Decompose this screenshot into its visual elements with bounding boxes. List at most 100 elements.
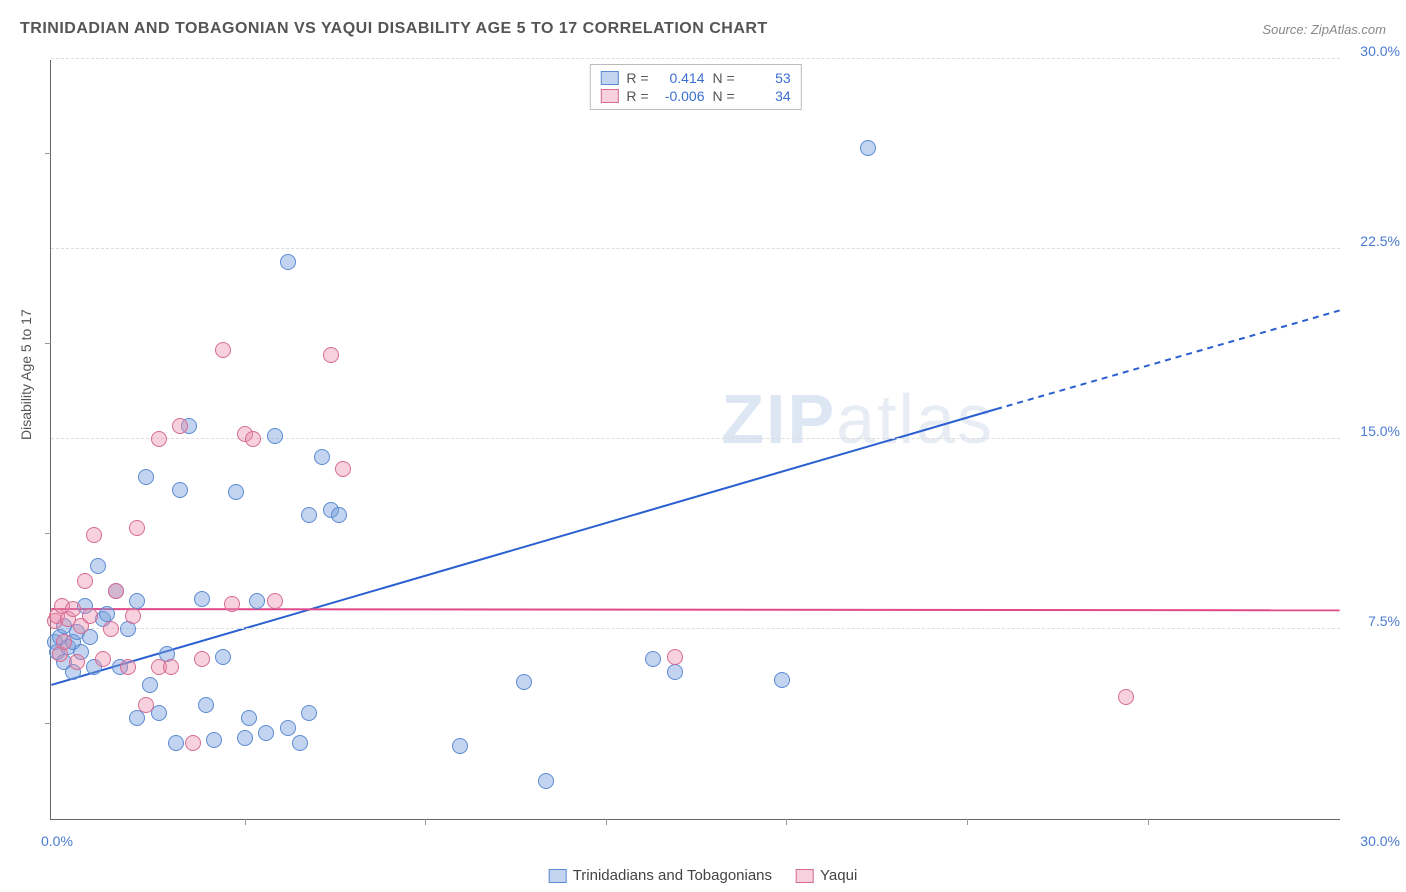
y-tick-label: 30.0% xyxy=(1345,43,1400,59)
scatter-point xyxy=(194,651,210,667)
scatter-point xyxy=(194,591,210,607)
scatter-point xyxy=(138,697,154,713)
scatter-point xyxy=(241,710,257,726)
scatter-point xyxy=(185,735,201,751)
stats-row-1: R = 0.414 N = 53 xyxy=(600,69,790,87)
scatter-point xyxy=(151,431,167,447)
scatter-point xyxy=(215,649,231,665)
scatter-point xyxy=(667,664,683,680)
scatter-point xyxy=(86,527,102,543)
source-value: ZipAtlas.com xyxy=(1311,22,1386,37)
y-axis-label: Disability Age 5 to 17 xyxy=(18,309,34,440)
legend-swatch-1 xyxy=(549,869,567,883)
scatter-point xyxy=(228,484,244,500)
chart-title: TRINIDADIAN AND TOBAGONIAN VS YAQUI DISA… xyxy=(20,20,768,38)
scatter-point xyxy=(103,621,119,637)
scatter-point xyxy=(323,347,339,363)
x-axis-label-left: 0.0% xyxy=(41,833,73,849)
x-tick xyxy=(425,819,426,825)
scatter-point xyxy=(301,705,317,721)
x-tick xyxy=(245,819,246,825)
y-tick-minor xyxy=(45,533,51,534)
y-tick-label: 22.5% xyxy=(1345,233,1400,249)
scatter-point xyxy=(138,469,154,485)
stats-row-2: R = -0.006 N = 34 xyxy=(600,87,790,105)
n-value-1: 53 xyxy=(743,70,791,86)
scatter-point xyxy=(645,651,661,667)
y-tick-label: 7.5% xyxy=(1345,613,1400,629)
scatter-point xyxy=(516,674,532,690)
scatter-point xyxy=(172,482,188,498)
y-tick-minor xyxy=(45,153,51,154)
gridline-h xyxy=(51,628,1340,629)
scatter-point xyxy=(206,732,222,748)
x-tick xyxy=(1148,819,1149,825)
gridline-h xyxy=(51,58,1340,59)
swatch-series-2 xyxy=(600,89,618,103)
scatter-point xyxy=(280,720,296,736)
scatter-point xyxy=(82,608,98,624)
scatter-point xyxy=(538,773,554,789)
scatter-point xyxy=(95,651,111,667)
r-label-2: R = xyxy=(626,88,648,104)
r-label-1: R = xyxy=(626,70,648,86)
scatter-point xyxy=(314,449,330,465)
scatter-point xyxy=(237,730,253,746)
plot-area: ZIPatlas R = 0.414 N = 53 R = -0.006 N =… xyxy=(50,60,1340,820)
scatter-point xyxy=(860,140,876,156)
scatter-point xyxy=(280,254,296,270)
x-tick xyxy=(786,819,787,825)
legend-item-1: Trinidadians and Tobagonians xyxy=(549,867,772,884)
legend-item-2: Yaqui xyxy=(796,867,857,884)
swatch-series-1 xyxy=(600,71,618,85)
scatter-point xyxy=(69,654,85,670)
scatter-point xyxy=(245,431,261,447)
r-value-1: 0.414 xyxy=(657,70,705,86)
n-label-2: N = xyxy=(713,88,735,104)
r-value-2: -0.006 xyxy=(657,88,705,104)
scatter-point xyxy=(129,520,145,536)
n-label-1: N = xyxy=(713,70,735,86)
legend-label-2: Yaqui xyxy=(820,867,857,884)
y-tick-label: 15.0% xyxy=(1345,423,1400,439)
legend-label-1: Trinidadians and Tobagonians xyxy=(573,867,772,884)
scatter-point xyxy=(168,735,184,751)
scatter-point xyxy=(331,507,347,523)
scatter-point xyxy=(56,634,72,650)
scatter-point xyxy=(108,583,124,599)
scatter-point xyxy=(258,725,274,741)
x-axis-label-right: 30.0% xyxy=(1360,833,1400,849)
scatter-point xyxy=(335,461,351,477)
scatter-point xyxy=(267,428,283,444)
x-tick xyxy=(967,819,968,825)
scatter-point xyxy=(301,507,317,523)
scatter-point xyxy=(120,659,136,675)
stats-box: R = 0.414 N = 53 R = -0.006 N = 34 xyxy=(589,64,801,110)
scatter-point xyxy=(667,649,683,665)
scatter-point xyxy=(249,593,265,609)
x-tick xyxy=(606,819,607,825)
scatter-point xyxy=(198,697,214,713)
source-label: Source: xyxy=(1262,22,1307,37)
scatter-point xyxy=(224,596,240,612)
scatter-point xyxy=(452,738,468,754)
scatter-point xyxy=(129,593,145,609)
y-tick-minor xyxy=(45,723,51,724)
scatter-point xyxy=(77,573,93,589)
chart-container: TRINIDADIAN AND TOBAGONIAN VS YAQUI DISA… xyxy=(0,0,1406,892)
scatter-point xyxy=(774,672,790,688)
scatter-point xyxy=(125,608,141,624)
n-value-2: 34 xyxy=(743,88,791,104)
y-tick-minor xyxy=(45,343,51,344)
scatter-point xyxy=(292,735,308,751)
scatter-point xyxy=(99,606,115,622)
scatter-point xyxy=(142,677,158,693)
scatter-point xyxy=(1118,689,1134,705)
scatter-point xyxy=(267,593,283,609)
gridline-h xyxy=(51,248,1340,249)
scatter-point xyxy=(90,558,106,574)
bottom-legend: Trinidadians and Tobagonians Yaqui xyxy=(549,867,858,884)
scatter-point xyxy=(215,342,231,358)
source-credit: Source: ZipAtlas.com xyxy=(1262,22,1386,37)
scatter-point xyxy=(172,418,188,434)
